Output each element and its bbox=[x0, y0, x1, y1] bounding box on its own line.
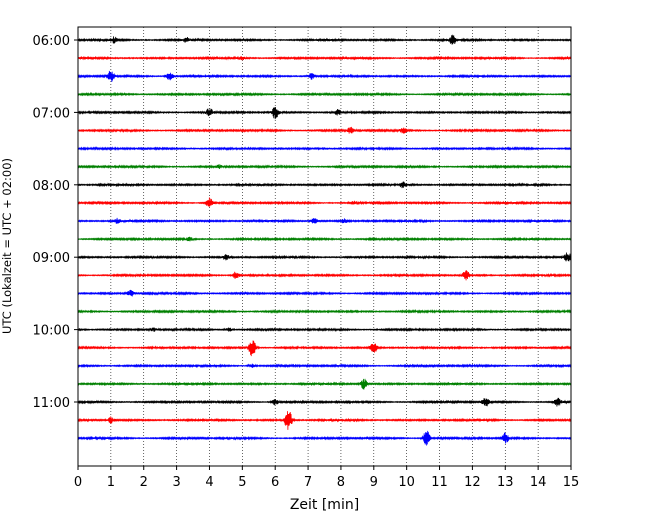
x-axis: 0 1 2 3 4 5 6 7 8 9 10 11 12 13 14 15 bbox=[74, 466, 579, 490]
seismic-trace bbox=[77, 146, 572, 152]
seismic-trace bbox=[77, 55, 572, 61]
seismic-trace bbox=[77, 107, 572, 120]
seismic-trace bbox=[77, 197, 572, 207]
y-tick-label: 07:00 bbox=[33, 106, 70, 121]
seismic-trace bbox=[77, 430, 572, 446]
y-axis-title: UTC (Lokalzeit = UTC + 02:00) bbox=[0, 158, 14, 334]
seismic-trace bbox=[77, 91, 572, 97]
seismic-trace bbox=[77, 126, 572, 134]
seismic-trace bbox=[77, 236, 572, 242]
x-tick-label: 7 bbox=[304, 475, 312, 490]
x-tick-label: 10 bbox=[398, 475, 415, 490]
seismic-trace bbox=[77, 411, 572, 430]
seismic-trace bbox=[77, 70, 572, 82]
x-tick-label: 8 bbox=[337, 475, 345, 490]
plot-frame bbox=[77, 26, 572, 467]
y-tick-label: 11:00 bbox=[33, 396, 70, 411]
seismic-trace bbox=[77, 340, 572, 357]
seismic-trace bbox=[77, 327, 572, 333]
seismic-trace bbox=[77, 270, 572, 281]
grid-lines bbox=[77, 27, 572, 466]
x-axis-title: Zeit [min] bbox=[290, 497, 359, 513]
x-tick-label: 13 bbox=[497, 475, 514, 490]
x-tick-label: 6 bbox=[271, 475, 279, 490]
traces bbox=[77, 34, 572, 446]
y-tick-label: 09:00 bbox=[33, 251, 70, 266]
x-tick-label: 5 bbox=[238, 475, 246, 490]
seismic-trace bbox=[77, 217, 572, 224]
x-tick-label: 14 bbox=[530, 475, 547, 490]
x-tick-label: 0 bbox=[74, 475, 82, 490]
x-tick-label: 2 bbox=[140, 475, 148, 490]
x-tick-label: 15 bbox=[563, 475, 580, 490]
x-tick-label: 11 bbox=[431, 475, 448, 490]
seismic-trace bbox=[77, 397, 572, 407]
y-axis: 06:00 07:00 08:00 09:00 10:00 11:00 bbox=[33, 34, 78, 411]
y-tick-label: 06:00 bbox=[33, 34, 70, 49]
seismic-trace bbox=[77, 164, 572, 170]
seismic-trace bbox=[77, 363, 572, 369]
seismic-trace bbox=[77, 34, 572, 45]
x-tick-label: 3 bbox=[172, 475, 180, 490]
seismic-trace bbox=[77, 252, 572, 262]
y-tick-label: 10:00 bbox=[33, 324, 70, 339]
y-tick-label: 08:00 bbox=[33, 179, 70, 194]
x-tick-label: 12 bbox=[464, 475, 481, 490]
x-tick-label: 9 bbox=[370, 475, 378, 490]
x-tick-label: 4 bbox=[205, 475, 213, 490]
seismic-trace bbox=[77, 181, 572, 189]
seismic-trace bbox=[77, 309, 572, 315]
seismic-trace bbox=[77, 378, 572, 390]
seismic-trace bbox=[77, 289, 572, 297]
x-tick-label: 1 bbox=[107, 475, 115, 490]
